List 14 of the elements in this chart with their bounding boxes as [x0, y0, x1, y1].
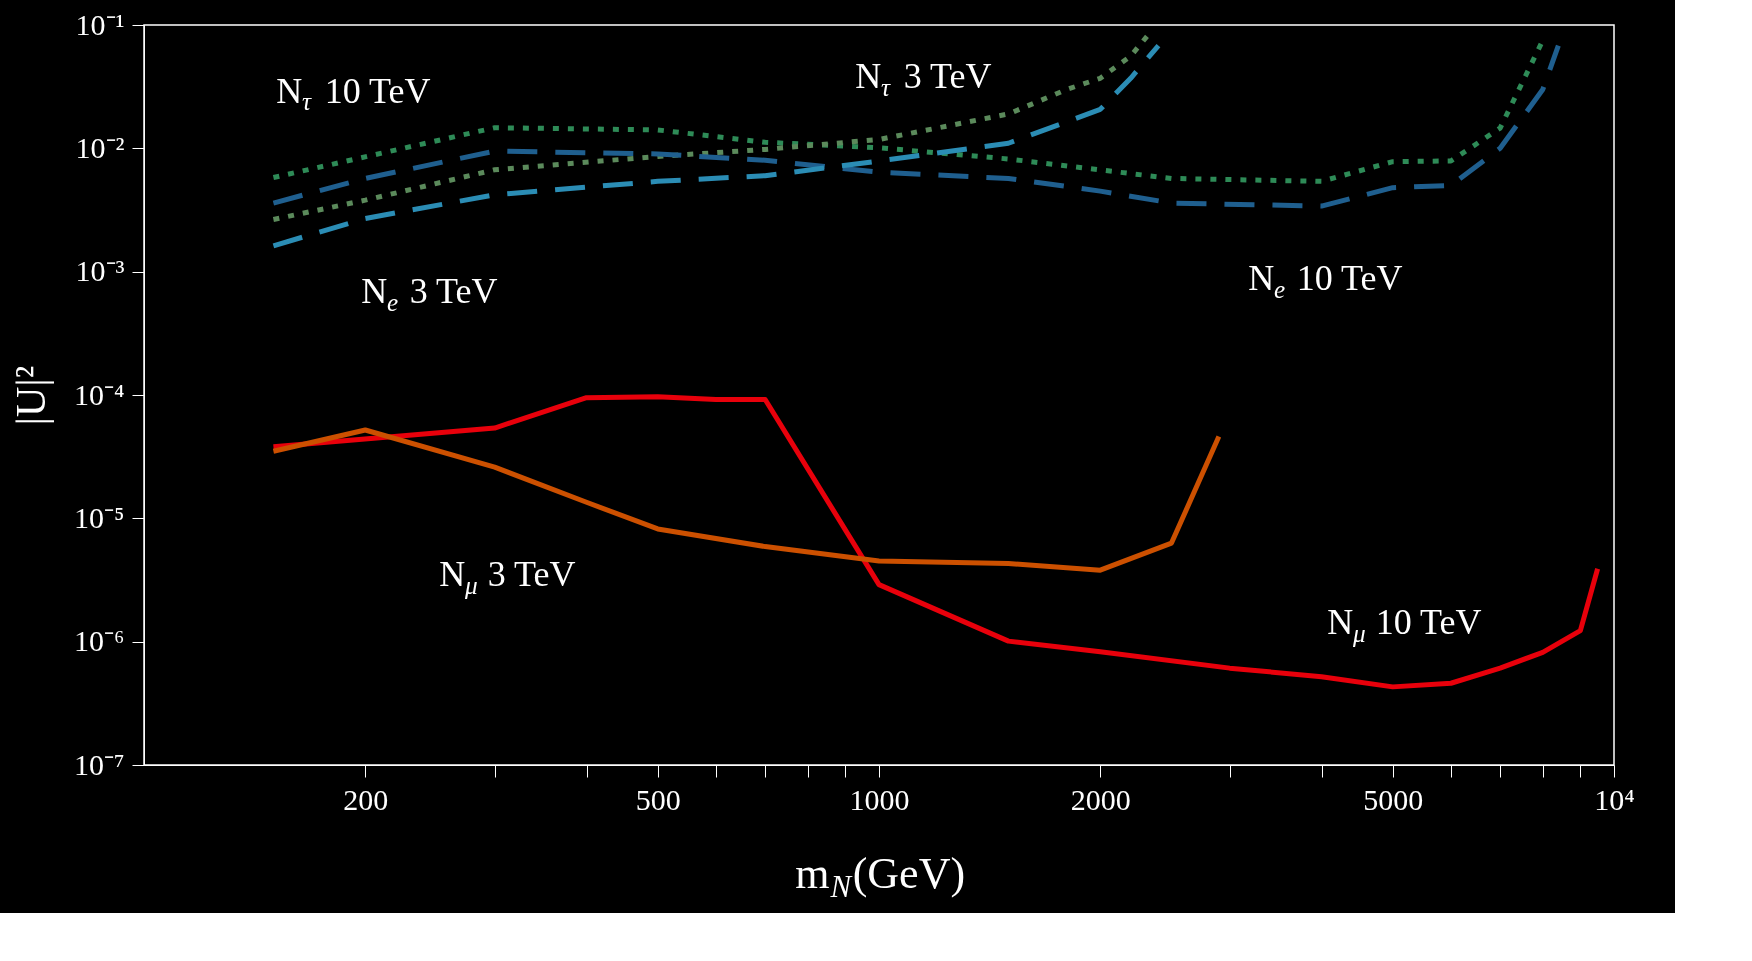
x-tick-label: 2000: [1070, 782, 1131, 816]
x-tick-label: 1000: [849, 782, 910, 816]
y-tick-label: 10⁻³: [75, 254, 125, 288]
y-axis-title: |U|²: [8, 365, 55, 426]
x-tick-label: 500: [635, 782, 681, 816]
y-tick-label: 10⁻²: [75, 130, 125, 164]
y-tick-label: 10⁻⁶: [74, 624, 125, 658]
y-tick-label: 10⁻⁵: [74, 500, 125, 534]
y-tick-label: 10⁻⁴: [74, 377, 125, 411]
x-tick-label: 10⁴: [1594, 782, 1635, 816]
y-tick-label: 10⁻¹: [75, 7, 125, 41]
y-tick-label: 10⁻⁷: [74, 747, 125, 781]
x-tick-label: 200: [343, 782, 389, 816]
x-tick-label: 5000: [1363, 782, 1424, 816]
